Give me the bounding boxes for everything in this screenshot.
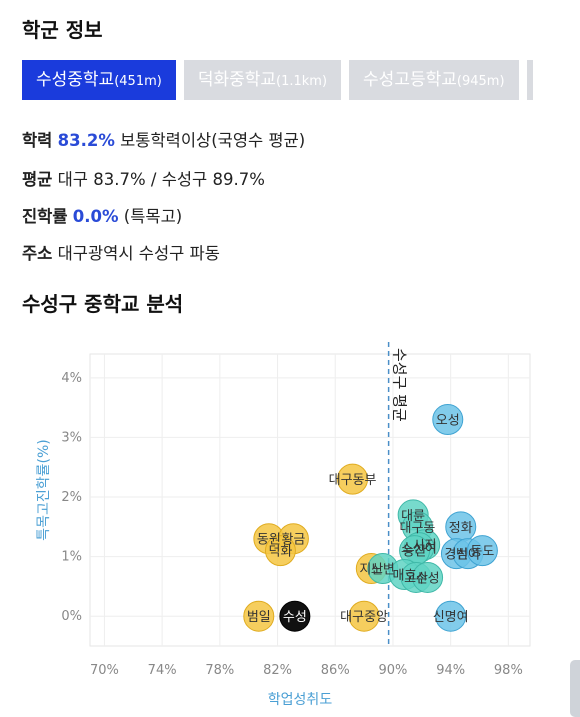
data-point-label: 대구동 xyxy=(400,521,436,536)
average-text: 대구 83.7% / 수성구 89.7% xyxy=(52,170,265,189)
data-point xyxy=(412,561,444,593)
data-point-label: 경신 xyxy=(444,548,468,563)
data-point xyxy=(432,404,464,436)
info-label: 진학률 xyxy=(22,207,68,226)
scrollbar[interactable] xyxy=(570,660,580,717)
data-point xyxy=(337,463,369,495)
y-tick-label: 0% xyxy=(61,609,82,624)
info-label: 학력 xyxy=(22,131,53,150)
academic-value: 83.2% xyxy=(57,131,115,150)
data-point-label: 매호 xyxy=(393,568,417,583)
plot-frame xyxy=(89,353,531,647)
y-tick-label: 3% xyxy=(61,430,82,445)
data-point xyxy=(243,600,275,632)
data-point-label: 능산 xyxy=(403,545,427,560)
tab-name: 수성고등학교 xyxy=(363,70,457,90)
school-tabs: 수성중학교(451m) 덕화중학교(1.1km) 수성고등학교(945m) xyxy=(22,60,533,100)
data-point-label: 지산 xyxy=(359,563,383,578)
tab-more-partial[interactable] xyxy=(526,60,533,100)
y-tick-label: 4% xyxy=(61,371,82,386)
info-academic: 학력 83.2% 보통학력이상(국영수 평균) xyxy=(22,127,305,151)
data-point-label: 대륜 xyxy=(401,509,425,524)
academic-suffix: 보통학력이상(국영수 평균) xyxy=(114,131,306,150)
y-axis-label: 특목고진학률(%) xyxy=(36,439,52,541)
data-point-label: 동도 xyxy=(470,545,494,560)
data-point-label: 정화 xyxy=(449,521,473,536)
data-point xyxy=(264,535,296,567)
data-point-label: 신명여 xyxy=(433,610,469,625)
data-point xyxy=(279,600,311,632)
x-tick-label: 94% xyxy=(436,663,465,678)
advance-value: 0.0% xyxy=(72,207,119,226)
x-tick-label: 78% xyxy=(205,663,234,678)
info-label: 주소 xyxy=(22,244,53,263)
tab-suseong-high[interactable]: 수성고등학교(945m) xyxy=(349,60,519,100)
data-point xyxy=(348,600,380,632)
data-point-label: 노변 xyxy=(371,563,395,578)
data-point-label: 소선여 xyxy=(401,542,437,557)
info-average: 평균 대구 83.7% / 수성구 89.7% xyxy=(22,166,265,190)
data-point-label: 시지 xyxy=(413,539,437,554)
tab-distance: (945m) xyxy=(456,74,505,89)
scatter-chart: 70% 74% 78% 82% 86% 90% 94% 98% 0% 1% 2% 3% 4% 학업성취도 특… xyxy=(36,342,531,708)
data-point-label: 대구동부 xyxy=(329,473,377,488)
x-tick-label: 70% xyxy=(90,663,119,678)
tab-suseong-middle[interactable]: 수성중학교(451m) xyxy=(22,60,176,100)
tab-distance: (1.1km) xyxy=(276,74,328,89)
info-advance: 진학률 0.0% (특목고) xyxy=(22,203,182,227)
data-point-label: 범일 xyxy=(247,610,271,625)
data-point xyxy=(466,535,498,567)
data-point-label: 대구중앙 xyxy=(340,610,388,625)
data-point-label: 수성 xyxy=(283,610,307,625)
x-tick-label: 74% xyxy=(148,663,177,678)
tab-deokhwa-middle[interactable]: 덕화중학교(1.1km) xyxy=(183,60,342,100)
section-title-school-info: 학군 정보 xyxy=(22,18,103,42)
data-point-label: 덕화 xyxy=(268,545,292,560)
info-address: 주소 대구광역시 수성구 파동 xyxy=(22,240,220,264)
data-point-label: 범어 xyxy=(456,548,480,563)
address-text: 대구광역시 수성구 파동 xyxy=(52,244,220,263)
tab-distance: (451m) xyxy=(114,74,162,89)
x-tick-label: 82% xyxy=(263,663,292,678)
data-point-label: 황금 xyxy=(281,533,305,548)
x-tick-label: 98% xyxy=(494,663,523,678)
data-point-label: 오성 xyxy=(436,414,460,429)
advance-suffix: (특목고) xyxy=(118,207,183,226)
x-axis-label: 학업성취도 xyxy=(268,692,333,708)
info-label: 평균 xyxy=(22,170,53,189)
y-tick-label: 2% xyxy=(61,490,82,505)
data-point-label: 동원 xyxy=(257,533,281,548)
data-point xyxy=(435,600,467,632)
y-tick-label: 1% xyxy=(61,550,82,565)
tab-name: 수성중학교 xyxy=(36,70,115,90)
tab-name: 덕화중학교 xyxy=(197,70,277,90)
data-point-label: 수성 xyxy=(416,571,440,586)
x-tick-label: 90% xyxy=(378,663,407,678)
section-title-analysis: 수성구 중학교 분석 xyxy=(22,292,184,316)
average-line-label: 수성구 평균 xyxy=(391,348,409,422)
data-point-label: 고산 xyxy=(404,571,428,586)
x-tick-label: 86% xyxy=(321,663,350,678)
